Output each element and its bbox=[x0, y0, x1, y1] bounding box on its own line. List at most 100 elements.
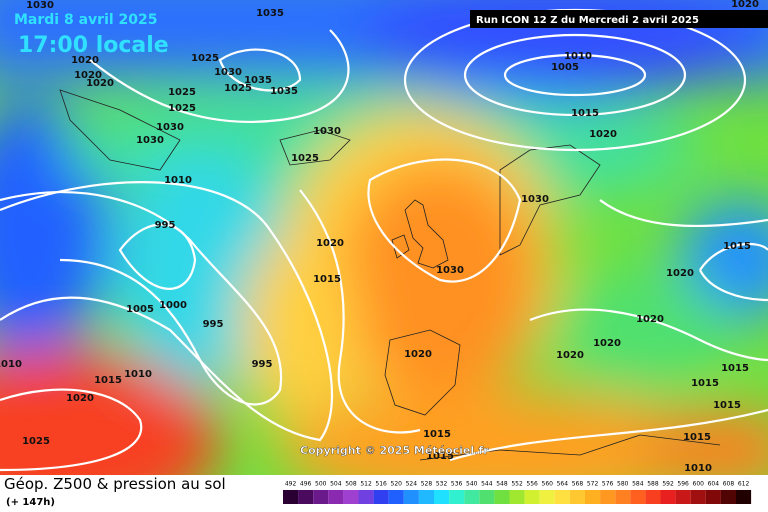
legend-swatch bbox=[403, 490, 419, 504]
legend-swatch bbox=[373, 490, 389, 504]
legend-swatch bbox=[569, 490, 585, 504]
legend-swatch bbox=[539, 490, 555, 504]
isobar-label: 1005 bbox=[551, 62, 579, 73]
legend-label: 596 bbox=[677, 481, 689, 488]
isobar-label: 1000 bbox=[159, 300, 187, 311]
legend-label: 548 bbox=[496, 481, 508, 488]
isobar-label: 1010 bbox=[684, 463, 712, 474]
legend-swatch bbox=[328, 490, 344, 504]
isobar-label: 1020 bbox=[66, 393, 94, 404]
legend-swatch bbox=[705, 490, 721, 504]
product-title: Géop. Z500 & pression au sol bbox=[4, 475, 226, 493]
color-legend: 492 496 500 504 508 512 516 520 524 528 532 536 540 5… bbox=[283, 481, 752, 504]
isobar-label: 1010 bbox=[124, 369, 152, 380]
legend-swatch bbox=[554, 490, 570, 504]
legend-label: 588 bbox=[647, 481, 659, 488]
isobar-label: 1010 bbox=[564, 51, 592, 62]
legend-label: 536 bbox=[451, 481, 463, 488]
legend-swatch bbox=[675, 490, 691, 504]
isobar-label: 995 bbox=[155, 220, 176, 231]
legend-swatch bbox=[464, 490, 480, 504]
legend-swatch bbox=[283, 490, 299, 504]
legend-label: 564 bbox=[557, 481, 569, 488]
legend-label: 568 bbox=[572, 481, 584, 488]
isobar-label: 1020 bbox=[71, 55, 99, 66]
legend-label: 528 bbox=[421, 481, 433, 488]
isobar-label: 1025 bbox=[168, 87, 196, 98]
isobar-label: 1020 bbox=[316, 238, 344, 249]
legend-label: 504 bbox=[330, 481, 342, 488]
isobar-label: 1020 bbox=[74, 70, 102, 81]
lead-time: (+ 147h) bbox=[6, 497, 55, 508]
legend-label: 500 bbox=[315, 481, 327, 488]
isobar-label: 1015 bbox=[423, 429, 451, 440]
legend-swatch bbox=[494, 490, 510, 504]
legend-label: 604 bbox=[708, 481, 720, 488]
isobar-label: 1015 bbox=[94, 375, 122, 386]
legend-swatch bbox=[585, 490, 601, 504]
legend-swatch bbox=[600, 490, 616, 504]
legend-label: 544 bbox=[481, 481, 493, 488]
legend-swatch bbox=[434, 490, 450, 504]
isobar-label: 1020 bbox=[589, 129, 617, 140]
isobar-label: 1025 bbox=[224, 83, 252, 94]
legend-swatch bbox=[720, 490, 736, 504]
isobar-label: 1025 bbox=[191, 53, 219, 64]
valid-time: 17:00 locale bbox=[18, 33, 169, 58]
legend-label: 496 bbox=[300, 481, 312, 488]
legend-label: 520 bbox=[391, 481, 403, 488]
legend-swatch bbox=[358, 490, 374, 504]
isobar-label: 1010 bbox=[0, 359, 22, 370]
legend-swatch bbox=[388, 490, 404, 504]
legend-label: 572 bbox=[587, 481, 599, 488]
legend-swatch bbox=[298, 490, 314, 504]
run-box bbox=[470, 10, 768, 28]
legend-swatch bbox=[615, 490, 631, 504]
isobar-label: 1005 bbox=[126, 304, 154, 315]
legend-label: 516 bbox=[375, 481, 387, 488]
legend-label: 552 bbox=[511, 481, 523, 488]
isobar-label: 1015 bbox=[313, 274, 341, 285]
isobar-label: 1015 bbox=[571, 108, 599, 119]
legend-label: 592 bbox=[662, 481, 674, 488]
isobar-label: 1035 bbox=[244, 75, 272, 86]
legend-swatch bbox=[449, 490, 465, 504]
isobar-label: 1015 bbox=[683, 432, 711, 443]
run-info: Run ICON 12 Z du Mercredi 2 avril 2025 bbox=[476, 15, 699, 26]
copyright: Copyright © 2025 Météociel.fr bbox=[300, 444, 489, 457]
legend-swatch bbox=[343, 490, 359, 504]
isobar-label: 1030 bbox=[136, 135, 164, 146]
legend-swatch bbox=[645, 490, 661, 504]
isobar-label: 1030 bbox=[521, 194, 549, 205]
legend-label: 524 bbox=[406, 481, 418, 488]
legend-swatch bbox=[418, 490, 434, 504]
legend-label: 612 bbox=[738, 481, 750, 488]
legend-swatch bbox=[313, 490, 329, 504]
legend-label: 584 bbox=[632, 481, 644, 488]
isobar-label: 1020 bbox=[556, 350, 584, 361]
isobar-label: 1030 bbox=[436, 265, 464, 276]
legend-label: 512 bbox=[360, 481, 372, 488]
isobar-label: 1030 bbox=[156, 122, 184, 133]
isobars bbox=[0, 8, 768, 472]
isobar-label: 1015 bbox=[723, 241, 751, 252]
isobar-label: 1030 bbox=[214, 67, 242, 78]
legend-label: 580 bbox=[617, 481, 629, 488]
legend-label: 576 bbox=[602, 481, 614, 488]
isobar-label: 1035 bbox=[256, 8, 284, 19]
legend-label: 492 bbox=[285, 481, 297, 488]
isobar-label: 1025 bbox=[22, 436, 50, 447]
legend-swatch bbox=[630, 490, 646, 504]
isobar-label: 1015 bbox=[721, 363, 749, 374]
legend-swatch bbox=[524, 490, 540, 504]
legend-label: 600 bbox=[693, 481, 705, 488]
legend-label: 556 bbox=[526, 481, 538, 488]
isobar-label: 1020 bbox=[636, 314, 664, 325]
isobar-label: 1030 bbox=[26, 0, 54, 11]
isobar-label: 1015 bbox=[691, 378, 719, 389]
legend-swatch bbox=[660, 490, 676, 504]
